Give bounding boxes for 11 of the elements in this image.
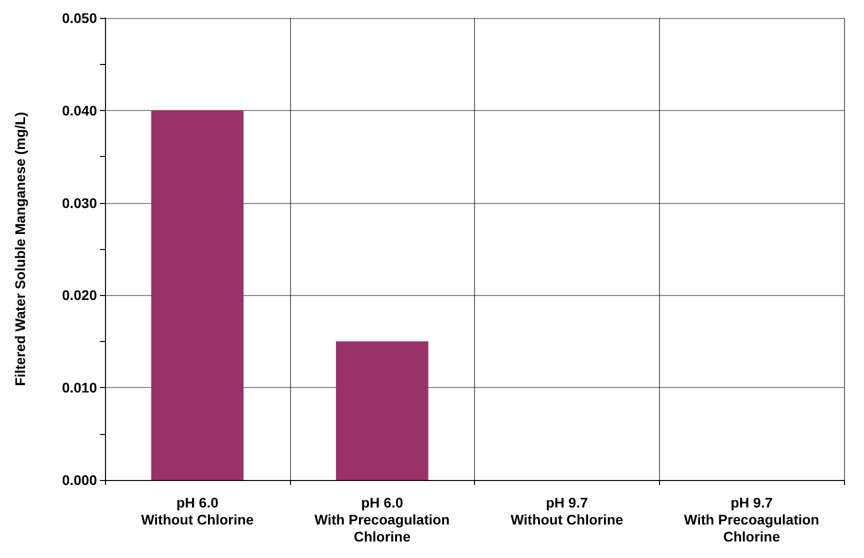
x-tick-label: pH 6.0 With Precoagulation Chlorine: [314, 494, 450, 544]
y-tick-label: 0.040: [62, 102, 98, 118]
y-tick-label: 0.000: [62, 472, 98, 488]
y-tick-label: 0.050: [62, 10, 98, 26]
y-tick-label: 0.020: [62, 287, 98, 304]
x-tick-label: pH 6.0 Without Chlorine: [141, 494, 254, 528]
x-tick-label: pH 9.7 With Precoagulation Chlorine: [684, 494, 820, 544]
y-tick-label: 0.030: [62, 194, 98, 211]
x-tick-label: pH 9.7 Without Chlorine: [510, 494, 624, 528]
y-axis-title: Filtered Water Soluble Manganese (mg/L): [12, 112, 28, 386]
y-tick-label: 0.010: [62, 380, 98, 396]
